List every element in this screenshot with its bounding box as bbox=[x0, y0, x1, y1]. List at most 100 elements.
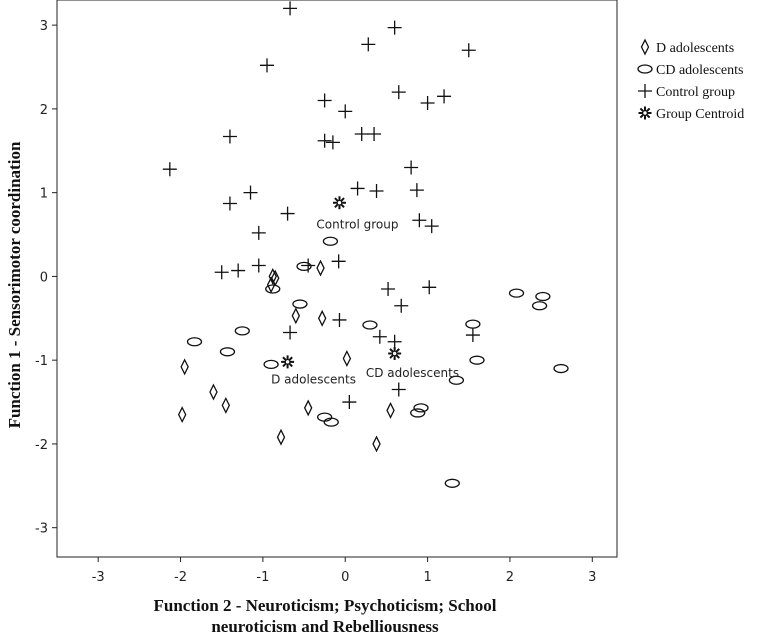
cd-adolescents-point bbox=[410, 408, 426, 418]
legend-cd-adolescents-marker bbox=[637, 64, 653, 74]
d-adolescents-point bbox=[342, 350, 352, 367]
control-group-point bbox=[243, 185, 258, 200]
d-adolescents-point bbox=[177, 406, 187, 424]
x-tick-label: 2 bbox=[506, 570, 514, 585]
d-adolescents-point bbox=[386, 401, 395, 419]
control-group-point bbox=[387, 334, 402, 349]
control-group-point bbox=[338, 104, 353, 119]
control-group-point bbox=[412, 213, 427, 228]
y-tick-label: 3 bbox=[40, 19, 48, 34]
control-group-point bbox=[342, 395, 357, 410]
x-tick-label: 0 bbox=[341, 570, 349, 585]
x-axis-title-line-1: Function 2 - Neuroticism; Psychoticism; … bbox=[154, 596, 497, 615]
control-group-point bbox=[317, 133, 332, 148]
cd-adolescents-point bbox=[186, 337, 203, 347]
y-tick-label: 2 bbox=[40, 103, 48, 118]
cd-adolescents-point bbox=[322, 236, 339, 246]
x-axis-title-line-2: neuroticism and Rebelliousness bbox=[211, 617, 439, 636]
cd-adolescents-point bbox=[234, 326, 250, 336]
control-group-point bbox=[381, 281, 396, 296]
group-centroid-point bbox=[388, 346, 402, 360]
centroid-label: Control group bbox=[316, 218, 398, 232]
cd-adolescents-point bbox=[296, 261, 312, 272]
legend-d-adolescents-marker bbox=[640, 38, 650, 56]
control-group-point bbox=[301, 258, 316, 273]
cd-adolescents-point bbox=[323, 417, 339, 427]
d-adolescents-point bbox=[317, 309, 327, 327]
control-group-point bbox=[317, 93, 332, 108]
control-group-point bbox=[420, 96, 435, 111]
cd-adolescents-point bbox=[448, 375, 465, 385]
y-axis-ticks: -3 -2 -1 0 1 2 3 bbox=[35, 19, 57, 537]
control-group-point bbox=[331, 254, 346, 269]
cd-adolescents-point bbox=[413, 403, 429, 413]
d-adolescents-point bbox=[180, 358, 189, 376]
cd-adolescents-point bbox=[553, 363, 569, 374]
data-points bbox=[162, 1, 569, 488]
control-group-point bbox=[251, 225, 266, 240]
y-tick-label: 0 bbox=[40, 270, 48, 285]
cd-adolescents-point bbox=[531, 301, 548, 311]
y-tick-label: -3 bbox=[35, 522, 48, 537]
x-tick-label: 3 bbox=[588, 570, 596, 585]
control-group-point bbox=[409, 183, 424, 198]
cd-adolescents-point bbox=[265, 284, 281, 294]
d-adolescents-point bbox=[316, 259, 325, 277]
x-tick-label: -2 bbox=[174, 570, 187, 585]
control-group-point bbox=[222, 129, 237, 144]
d-adolescents-point bbox=[303, 399, 313, 417]
control-group-point bbox=[391, 85, 406, 100]
plot-frame bbox=[56, 0, 618, 558]
x-axis-ticks: -3 -2 -1 0 1 2 3 bbox=[92, 557, 596, 585]
d-adolescents-point bbox=[291, 307, 301, 325]
control-group-point bbox=[222, 196, 237, 211]
control-group-point bbox=[437, 89, 452, 104]
control-group-point bbox=[391, 382, 406, 397]
cd-adolescents-point bbox=[292, 299, 308, 309]
control-group-point bbox=[404, 160, 419, 175]
y-tick-label: 1 bbox=[40, 187, 48, 202]
control-group-point bbox=[283, 325, 298, 340]
legend-control-group-label: Control group bbox=[656, 85, 735, 100]
group-centroid-point bbox=[332, 196, 346, 210]
control-group-point bbox=[394, 298, 409, 313]
control-group-point bbox=[283, 1, 298, 16]
control-group-point bbox=[461, 43, 476, 58]
legend-control-group-marker bbox=[638, 84, 652, 98]
group-centroid-point bbox=[281, 355, 295, 369]
control-group-point bbox=[280, 206, 295, 221]
d-adolescents-point bbox=[268, 267, 277, 285]
cd-adolescents-point bbox=[362, 320, 378, 330]
control-group-point bbox=[260, 58, 274, 73]
control-group-point bbox=[231, 263, 246, 278]
control-group-point bbox=[424, 219, 439, 234]
control-group-point bbox=[162, 162, 177, 177]
legend-d-adolescents-label: D adolescents bbox=[656, 41, 734, 56]
legend: D adolescents CD adolescents Control group… bbox=[637, 38, 744, 122]
cd-adolescents-point bbox=[263, 359, 279, 370]
control-group-point bbox=[465, 328, 480, 343]
cd-adolescents-point bbox=[465, 319, 481, 329]
control-group-point bbox=[372, 329, 387, 344]
centroid-label: CD adolescents bbox=[366, 366, 459, 380]
d-adolescents-point bbox=[276, 428, 286, 446]
y-axis-title: Function 1 - Sensorimotor coordination bbox=[5, 141, 24, 428]
control-group-point bbox=[369, 183, 384, 198]
x-tick-label: -1 bbox=[256, 570, 269, 585]
y-tick-label: -2 bbox=[35, 438, 48, 453]
cd-adolescents-point bbox=[535, 291, 551, 302]
legend-group-centroid-marker bbox=[638, 106, 652, 120]
control-group-point bbox=[251, 258, 266, 273]
y-tick-label: -1 bbox=[35, 354, 48, 369]
control-group-point bbox=[350, 181, 365, 196]
control-group-point bbox=[332, 312, 347, 327]
control-group-point bbox=[354, 127, 369, 142]
cd-adolescents-point bbox=[219, 347, 236, 357]
x-tick-label: -3 bbox=[92, 570, 105, 585]
cd-adolescents-point bbox=[444, 478, 460, 488]
legend-group-centroid-label: Group Centroid bbox=[656, 107, 744, 122]
centroid-label: D adolescents bbox=[271, 373, 356, 387]
control-group-point bbox=[214, 265, 229, 280]
legend-cd-adolescents-label: CD adolescents bbox=[656, 63, 743, 78]
